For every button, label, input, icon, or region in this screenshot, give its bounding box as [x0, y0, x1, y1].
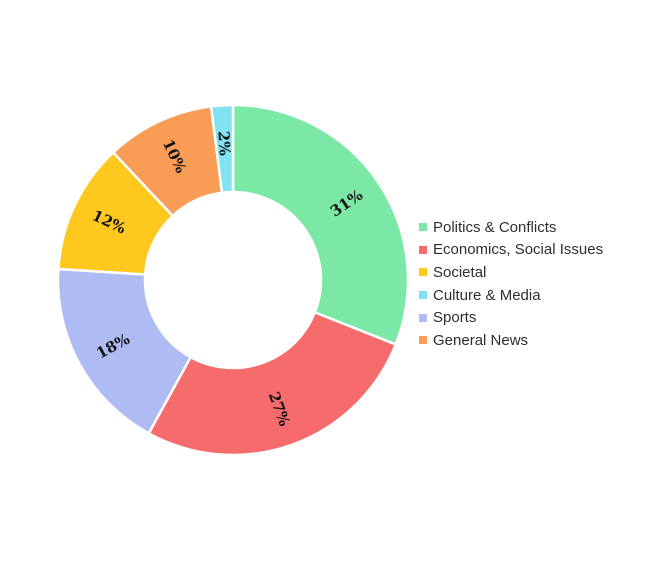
legend-item-culture-media[interactable]: Culture & Media [419, 284, 603, 307]
slice-politics-conflicts[interactable] [231, 103, 410, 346]
slice-value-label-culture-media: 2% [214, 130, 234, 156]
legend-swatch-icon [419, 336, 427, 345]
legend-swatch-icon [419, 268, 427, 277]
legend-swatch-icon [419, 313, 427, 322]
legend-item-societal[interactable]: Societal [419, 261, 603, 284]
legend-swatch-icon [419, 223, 427, 232]
legend-swatch-icon [419, 291, 427, 300]
legend-item-label: Politics & Conflicts [433, 218, 557, 236]
slice-culture-media[interactable] [209, 103, 235, 194]
legend-swatch-icon [419, 245, 427, 254]
legend-item-sports[interactable]: Sports [419, 306, 603, 329]
slice-economics-social-issues[interactable] [147, 311, 397, 457]
legend-item-label: Sports [433, 309, 477, 327]
slice-sports[interactable] [56, 267, 192, 435]
legend-item-politics-conflicts[interactable]: Politics & Conflicts [419, 216, 603, 239]
chart-legend: Politics & Conflicts Economics, Social Is… [419, 216, 603, 352]
legend-item-label: General News [433, 331, 529, 349]
legend-item-label: Culture & Media [433, 286, 541, 304]
legend-item-label: Societal [433, 263, 487, 281]
legend-item-general-news[interactable]: General News [419, 329, 603, 352]
legend-item-label: Economics, Social Issues [433, 241, 604, 259]
legend-item-economics-social-issues[interactable]: Economics, Social Issues [419, 239, 603, 262]
